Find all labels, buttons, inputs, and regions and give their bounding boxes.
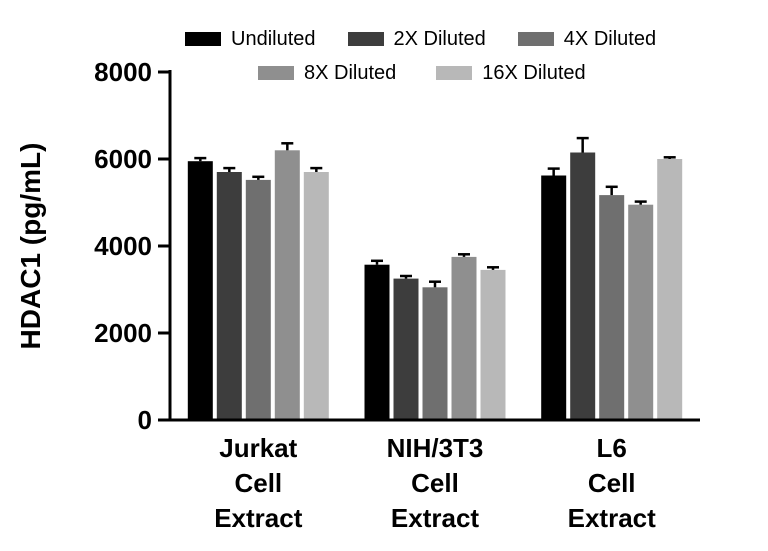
legend-label-2x-diluted: 2X Diluted [393,27,486,50]
bar-16x-diluted-nih-3t3-cell-extract [480,269,506,420]
error-bars-group [194,136,676,288]
category-labels-group: Jurkat Cell Extract NIH/3T3 Cell Extract L6 Cel… [214,433,656,533]
category-label-l6-cell-extract: L6 Cell Extract [568,433,656,533]
tick-labels-group: 0 2000 4000 6000 8000 [94,57,152,435]
legend-item-16x-diluted: 16X Diluted [436,61,586,85]
bar-undiluted-l6-cell-extract [541,175,567,420]
y-tick-label-6000: 6000 [94,144,152,174]
bar-8x-diluted-nih-3t3-cell-extract [451,256,477,420]
legend-label-16x-diluted: 16X Diluted [482,61,586,84]
y-tick-label-8000: 8000 [94,57,152,87]
legend-row-1: Undiluted 2X Diluted 4X Diluted [185,26,768,52]
bar-4x-diluted-nih-3t3-cell-extract [422,287,448,420]
legend-item-8x-diluted: 8X Diluted [258,62,396,85]
axes-group [158,70,700,422]
legend-label-8x-diluted: 8X Diluted [304,61,397,84]
legend-item-2x-diluted: 2X Diluted [347,27,486,51]
legend-swatch-undiluted [185,32,221,46]
legend-item-4x-diluted: 4X Diluted [517,27,657,51]
category-label-nih-3t3-cell-extract: NIH/3T3 Cell Extract [387,433,484,533]
category-label-jurkat-cell-extract: Jurkat Cell Extract [214,433,302,533]
bar-undiluted-nih-3t3-cell-extract [364,264,390,420]
legend-label-undiluted: Undiluted [231,27,316,50]
legend-swatch-8x-diluted [258,66,294,80]
bar-16x-diluted-l6-cell-extract [657,159,683,420]
bar-4x-diluted-l6-cell-extract [599,195,625,420]
bar-16x-diluted-jurkat-cell-extract [303,172,329,420]
legend-row-2: 8X Diluted 16X Diluted [258,60,768,86]
legend-swatch-16x-diluted [436,66,473,80]
bar-8x-diluted-l6-cell-extract [628,204,654,420]
bar-4x-diluted-jurkat-cell-extract [245,179,271,420]
y-tick-label-2000: 2000 [94,318,152,348]
y-axis-title: HDAC1 (pg/mL) [15,143,46,350]
y-tick-label-0: 0 [138,405,152,435]
bar-8x-diluted-jurkat-cell-extract [274,150,300,421]
y-tick-label-4000: 4000 [94,231,152,261]
legend-label-4x-diluted: 4X Diluted [563,27,657,50]
legend-swatch-2x-diluted [347,32,384,46]
bar-2x-diluted-l6-cell-extract [570,152,596,420]
legend-swatch-4x-diluted [517,32,554,46]
bar-2x-diluted-jurkat-cell-extract [216,172,242,420]
chart-legend: Undiluted 2X Diluted 4X Diluted 8X Diluted… [0,26,768,94]
legend-item-undiluted: Undiluted [185,28,316,51]
bars-group [187,150,683,421]
bar-undiluted-jurkat-cell-extract [187,161,213,420]
bar-2x-diluted-nih-3t3-cell-extract [393,278,419,420]
